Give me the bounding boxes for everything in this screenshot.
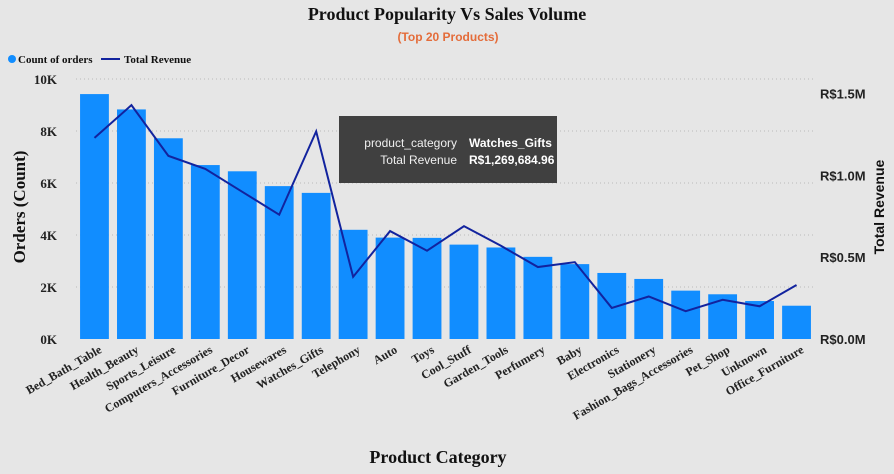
y2-tick-label: R$1.5M: [820, 87, 866, 102]
bar[interactable]: [264, 186, 294, 339]
bar[interactable]: [190, 165, 220, 339]
y2-axis-title: Total Revenue: [871, 159, 887, 254]
y-tick-label: 8K: [40, 124, 58, 139]
y2-tick-label: R$1.0M: [820, 168, 866, 183]
tooltip: product_category Watches_Gifts Total Rev…: [339, 116, 557, 183]
chart-title: Product Popularity Vs Sales Volume: [308, 4, 586, 24]
legend-marker-orders: [8, 55, 16, 63]
bar[interactable]: [412, 237, 442, 339]
bar[interactable]: [671, 290, 701, 339]
tooltip-row-revenue: Total Revenue R$1,269,684.96: [353, 152, 557, 169]
y-tick-label: 4K: [40, 228, 58, 243]
y-axis-title: Orders (Count): [10, 151, 29, 264]
x-axis-title: Product Category: [369, 447, 506, 467]
chart-subtitle: (Top 20 Products): [397, 30, 498, 44]
bar[interactable]: [486, 247, 516, 339]
y-axis-right: R$0.0M R$0.5M R$1.0M R$1.5M: [820, 87, 866, 347]
bar[interactable]: [153, 138, 183, 339]
tooltip-key-revenue: Total Revenue: [380, 153, 457, 167]
bar[interactable]: [745, 301, 774, 339]
legend-label-revenue: Total Revenue: [124, 54, 191, 66]
legend: Count of orders Total Revenue: [8, 54, 191, 66]
bar[interactable]: [338, 229, 368, 339]
y-tick-label: 6K: [40, 176, 58, 191]
bar[interactable]: [597, 272, 627, 339]
bar[interactable]: [117, 109, 146, 339]
bar[interactable]: [375, 237, 405, 339]
bar-series-orders: [80, 94, 811, 339]
tooltip-key-category: product_category: [364, 136, 457, 150]
gridlines: [76, 78, 815, 288]
tooltip-row-category: product_category Watches_Gifts: [353, 135, 557, 152]
bar[interactable]: [449, 244, 479, 339]
y2-tick-label: R$0.5M: [820, 250, 866, 265]
bar[interactable]: [782, 305, 811, 339]
tooltip-value-revenue: R$1,269,684.96: [469, 153, 555, 167]
bar[interactable]: [301, 192, 331, 339]
line-series-revenue: [93, 103, 798, 313]
bar[interactable]: [523, 256, 553, 339]
x-tick-label: Auto: [371, 342, 400, 367]
bar[interactable]: [634, 278, 664, 339]
y-tick-label: 10K: [34, 72, 58, 87]
legend-label-orders: Count of orders: [18, 54, 93, 66]
bar[interactable]: [80, 94, 109, 339]
y-tick-label: 0K: [40, 332, 58, 347]
tooltip-value-category: Watches_Gifts: [469, 136, 552, 150]
x-axis: Bed_Bath_TableHealth_BeautySports_Leisur…: [23, 342, 806, 423]
bar[interactable]: [227, 171, 257, 339]
bar[interactable]: [560, 264, 590, 339]
y2-tick-label: R$0.0M: [820, 332, 866, 347]
revenue-line[interactable]: [93, 103, 798, 313]
y-axis-left: 0K 2K 4K 6K 8K 10K: [34, 72, 58, 347]
y-tick-label: 2K: [40, 280, 58, 295]
